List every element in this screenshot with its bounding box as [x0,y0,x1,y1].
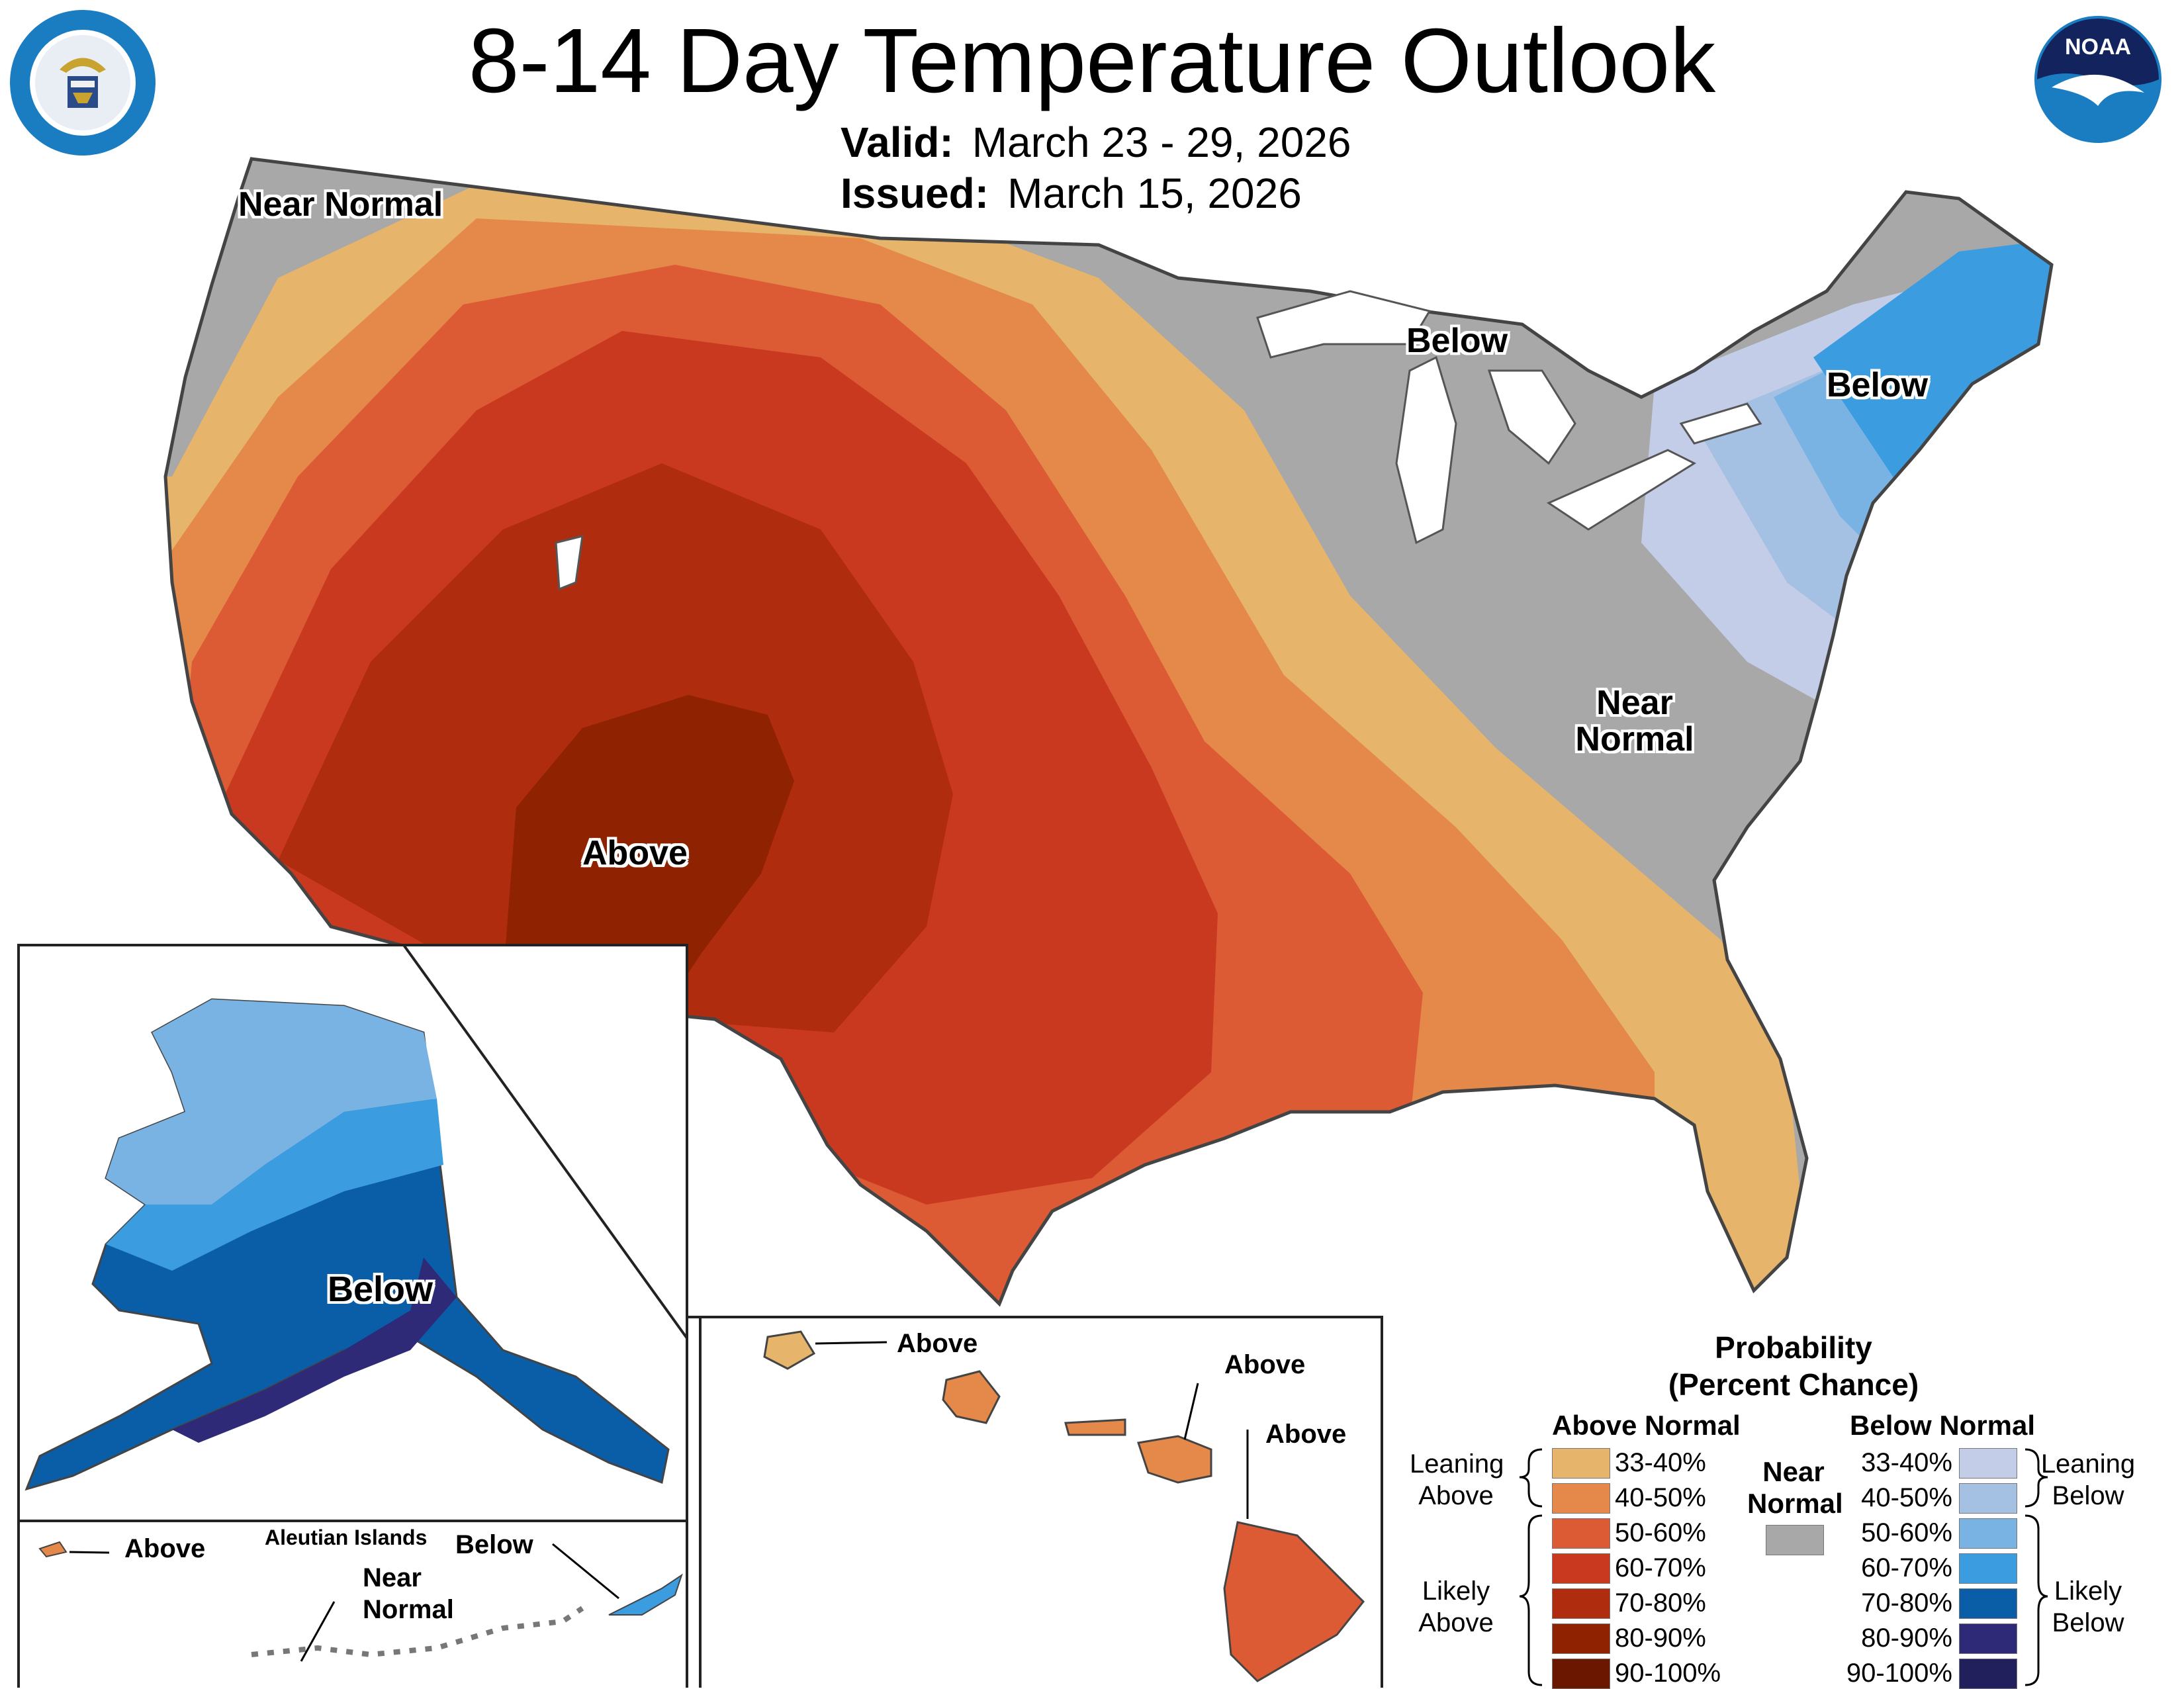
lake-michigan [1395,355,1457,545]
label-below-northeast: Below [1827,366,1929,404]
noaa-wordmark: NOAA [2065,34,2131,60]
legend-above-swatch-1 [1552,1483,1610,1514]
aleutian-label-above: Above [124,1534,206,1563]
aleutian-label-near-normal: Near Normal [363,1563,454,1624]
legend-leaning-above: Leaning Above [1410,1449,1504,1510]
label-below-great-lakes: Below [1406,322,1508,360]
legend-likely-below: Likely Below [2052,1576,2124,1637]
lake-huron [1487,369,1576,465]
legend-above-swatch-6 [1552,1659,1610,1689]
legend-title: Probability (Percent Chance) [1655,1329,1933,1403]
legend-below-swatch-1 [1959,1483,2017,1514]
aleutian-label-below: Below [455,1530,533,1559]
lake-ontario [1679,402,1762,445]
legend-above-range-2: 50-60% [1615,1518,1706,1547]
legend-above-swatch-5 [1552,1623,1610,1654]
legend-below-range-1: 40-50% [1861,1483,1952,1512]
legend-leaning-below: Leaning Below [2040,1449,2136,1510]
legend-above-heading: Above Normal [1552,1410,1741,1441]
legend-above-swatch-3 [1552,1553,1610,1584]
legend-below-swatch-3 [1959,1553,2017,1584]
legend-below-range-5: 80-90% [1861,1623,1952,1653]
issued-label: Issued: [841,169,989,217]
label-near-normal-east: Near Normal [1575,684,1694,758]
lake-superior [1256,290,1432,359]
issued-line: Issued: March 15, 2026 [841,167,1302,220]
legend-below-swatch-0 [1959,1448,2017,1479]
legend-below-heading: Below Normal [1850,1410,2036,1441]
hawaii-label-above-2: Above [1224,1350,1306,1379]
legend-above-range-1: 40-50% [1615,1483,1706,1512]
legend-above-range-3: 60-70% [1615,1553,1706,1582]
legend-below-swatch-6 [1959,1659,2017,1689]
great-salt-lake [555,535,584,591]
legend-below-range-3: 60-70% [1861,1553,1952,1582]
lake-erie [1546,449,1697,531]
label-near-normal-northwest: Near Normal [238,185,443,224]
legend-below-swatch-5 [1959,1623,2017,1654]
hawaii-label-above-3: Above [1265,1420,1347,1449]
legend-below-range-2: 50-60% [1861,1518,1952,1547]
label-alaska-below: Below [328,1269,433,1309]
label-above-southwest: Above [582,834,688,872]
hawaii-label-above-1: Above [897,1329,978,1358]
valid-label: Valid: [841,118,954,166]
legend-above-range-5: 80-90% [1615,1623,1706,1653]
legend-title-line1: Probability [1715,1330,1872,1365]
legend-below-range-6: 90-100% [1846,1659,1952,1688]
legend-near-normal-swatch [1766,1525,1824,1555]
legend-above-range-0: 33-40% [1615,1448,1706,1477]
legend-below-swatch-4 [1959,1588,2017,1619]
legend-above-swatch-2 [1552,1518,1610,1549]
valid-value: March 23 - 29, 2026 [972,118,1351,166]
valid-line: Valid: March 23 - 29, 2026 [841,116,1351,169]
legend-title-line2: (Percent Chance) [1668,1367,1919,1402]
legend-below-range-4: 70-80% [1861,1588,1952,1618]
aleutians-title: Aleutian Islands [265,1526,428,1549]
issued-value: March 15, 2026 [1007,169,1302,217]
legend-below-range-0: 33-40% [1861,1448,1952,1477]
legend-above-swatch-4 [1552,1588,1610,1619]
noaa-logo: NOAA [2034,16,2161,143]
legend-above-range-4: 70-80% [1615,1588,1706,1618]
legend-above-range-6: 90-100% [1615,1659,1721,1688]
legend-near-normal-label: Near Normal [1747,1456,1843,1519]
page-title: 8-14 Day Temperature Outlook [468,10,1716,112]
commerce-seal-logo [10,10,156,156]
legend-above-swatch-0 [1552,1448,1610,1479]
legend-below-swatch-2 [1959,1518,2017,1549]
legend-likely-above: Likely Above [1418,1576,1494,1637]
